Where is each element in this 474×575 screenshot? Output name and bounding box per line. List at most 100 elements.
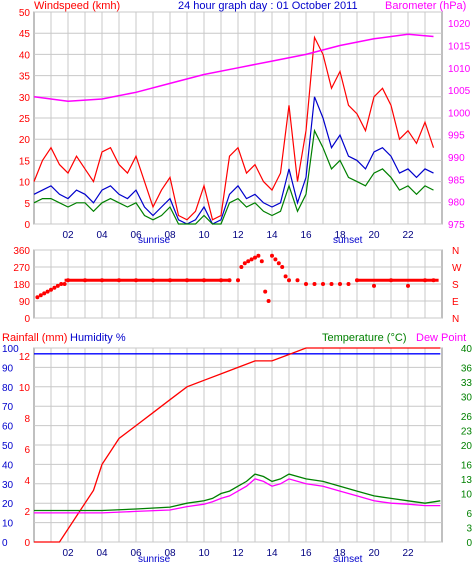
temperature-tick-label: 23: [461, 426, 473, 437]
wind-tick-label: 35: [19, 72, 31, 83]
sunrise-label-lower: sunrise: [138, 554, 171, 565]
temperature-tick-label: 30: [461, 393, 473, 404]
direction-point: [35, 295, 40, 300]
hour-tick-label-lower: 04: [96, 548, 108, 559]
wind-tick-label: 0: [24, 220, 30, 231]
temperature-tick-label: 26: [461, 412, 473, 423]
direction-point: [263, 289, 268, 294]
direction-point: [321, 282, 325, 286]
hour-tick-label-lower: 20: [368, 548, 380, 559]
direction-point: [283, 274, 288, 279]
compass-label: E: [452, 297, 459, 308]
humidity-tick-label: 0: [2, 538, 8, 549]
direction-tick-label: 180: [13, 280, 30, 291]
direction-point: [273, 257, 278, 262]
direction-point: [249, 257, 254, 262]
compass-label: N: [452, 246, 459, 257]
rainfall-tick-label: 10: [19, 383, 31, 394]
direction-point: [239, 265, 244, 269]
rainfall-line: [34, 347, 441, 543]
hour-tick-label-lower: 22: [402, 548, 414, 559]
rainfall-tick-label: 6: [24, 445, 30, 456]
barometer-tick-label: 1005: [448, 86, 471, 97]
hour-tick-label: 18: [334, 230, 346, 241]
barometer-tick-label: 985: [448, 175, 465, 186]
direction-point: [246, 259, 251, 264]
chart-title: 24 hour graph day : 01 October 2011: [178, 0, 358, 12]
barometer-line: [33, 33, 434, 103]
hour-tick-label-lower: 02: [62, 548, 74, 559]
direction-point: [266, 299, 271, 303]
temperature-tick-label: 40: [461, 344, 473, 355]
wind-panel: Windspeed (kmh) 24 hour graph day : 01 O…: [19, 0, 471, 246]
barometer-axis-label: Barometer (hPa): [385, 0, 466, 12]
rainfall-tick-label: 0: [24, 538, 30, 549]
direction-tick-label: 90: [19, 297, 31, 308]
direction-point: [59, 282, 64, 286]
wind-tick-label: 10: [19, 178, 31, 189]
direction-point: [287, 278, 291, 283]
wind-tick-label: 5: [24, 199, 30, 210]
temperature-tick-label: 36: [461, 363, 473, 374]
hour-tick-label-lower: 08: [164, 548, 176, 559]
direction-point: [295, 278, 300, 283]
barometer-tick-label: 1020: [448, 19, 471, 30]
hour-tick-label-lower: 16: [300, 548, 312, 559]
sunset-label: sunset: [333, 235, 363, 246]
hour-tick-label: 12: [232, 230, 244, 241]
hour-tick-label-lower: 18: [334, 548, 346, 559]
temperature-tick-label: 16: [461, 460, 473, 471]
barometer-tick-label: 980: [448, 198, 465, 209]
rainfall-tick-label: 8: [24, 414, 30, 425]
hour-tick-label: 16: [300, 230, 312, 241]
rainfall-tick-label: 4: [24, 476, 30, 487]
wind-tick-label: 45: [19, 29, 31, 40]
sunrise-label: sunrise: [138, 235, 171, 246]
barometer-tick-label: 1000: [448, 108, 471, 119]
rain-temp-panel: Rainfall (mm) Humidity % Temperature (°C…: [2, 332, 472, 565]
sunset-label-lower: sunset: [333, 554, 363, 565]
direction-point: [242, 261, 247, 266]
direction-point: [259, 259, 264, 264]
wind-tick-label: 15: [19, 156, 31, 167]
direction-point: [312, 282, 317, 286]
hour-tick-label: 22: [402, 230, 414, 241]
hour-tick-label: 20: [368, 230, 380, 241]
rainfall-tick-label: 2: [24, 507, 30, 518]
direction-point: [270, 253, 274, 258]
humidity-tick-label: 50: [2, 441, 14, 452]
barometer-tick-label: 995: [448, 131, 465, 142]
direction-point: [62, 282, 67, 286]
temperature-tick-label: 10: [461, 490, 473, 501]
humidity-tick-label: 90: [2, 363, 14, 374]
temperature-line: [34, 473, 441, 512]
hour-tick-label-lower: 10: [198, 548, 210, 559]
direction-point: [45, 289, 50, 294]
hour-tick-label: 14: [266, 230, 278, 241]
hour-tick-label-lower: 12: [232, 548, 244, 559]
temperature-tick-label: 6: [466, 509, 472, 520]
wind-tick-label: 25: [19, 114, 31, 125]
wind-tick-label: 50: [19, 8, 31, 19]
wind-tick-label: 20: [19, 135, 31, 146]
dewpoint-axis-label: Dew Point: [416, 332, 466, 344]
humidity-axis-label: Humidity %: [70, 332, 126, 344]
direction-point: [38, 293, 43, 298]
rainfall-axis-label: Rainfall (mm): [2, 332, 67, 344]
barometer-tick-label: 1010: [448, 64, 471, 75]
direction-point: [329, 282, 334, 286]
average-line: [33, 128, 434, 225]
temperature-axis-label: Temperature (°C): [322, 332, 406, 344]
direction-point: [346, 282, 351, 286]
direction-point: [276, 261, 281, 266]
direction-point: [304, 282, 308, 286]
direction-point: [338, 282, 342, 286]
humidity-tick-label: 40: [2, 460, 14, 471]
direction-tick-label: 270: [13, 263, 30, 274]
direction-point: [280, 265, 285, 269]
dewpoint-line: [34, 478, 441, 514]
wind-axis-label: Windspeed (kmh): [34, 0, 120, 12]
direction-point: [52, 285, 57, 290]
